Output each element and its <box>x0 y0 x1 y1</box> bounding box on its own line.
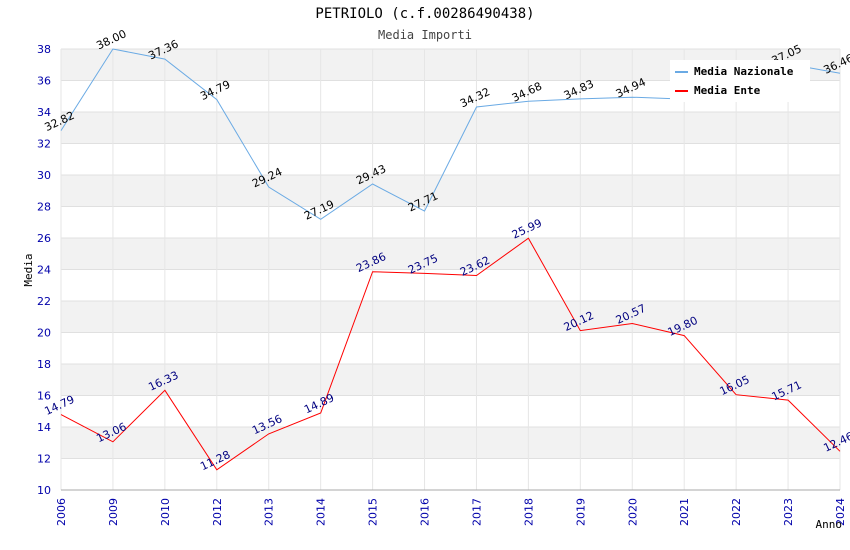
y-tick-label: 28 <box>37 201 51 214</box>
x-tick-label: 2020 <box>626 498 639 526</box>
grid-band <box>61 364 840 396</box>
series-line-media-ente <box>60 237 841 471</box>
chart-subtitle: Media Importi <box>378 28 472 42</box>
y-tick-label: 22 <box>37 295 51 308</box>
legend-label-media-nazionale: Media Nazionale <box>694 65 794 78</box>
y-tick-labels: 10 12 14 16 18 20 22 24 26 28 30 32 34 36 38 <box>37 43 51 497</box>
grid-band <box>61 395 840 427</box>
y-tick-label: 32 <box>37 138 51 151</box>
x-tick-label: 2010 <box>159 498 172 526</box>
x-tick-label: 2021 <box>678 498 691 526</box>
grid-band <box>61 427 840 459</box>
x-tick-label: 2019 <box>574 498 587 526</box>
x-axis-label: Anno <box>816 518 843 531</box>
grid-lines <box>60 48 841 491</box>
x-tick-label: 2024 <box>834 498 847 526</box>
grid-band <box>61 112 840 144</box>
y-tick-label: 24 <box>37 264 51 277</box>
legend-label-media-ente: Media Ente <box>694 84 761 97</box>
x-tick-label: 2012 <box>211 498 224 526</box>
x-tick-labels: 2006 2009 2010 2012 2013 2014 2015 2016 2017 2018… <box>55 498 847 526</box>
x-tick-label: 2017 <box>470 498 483 526</box>
y-tick-label: 16 <box>37 390 51 403</box>
grid-band <box>61 175 840 207</box>
y-tick-label: 30 <box>37 169 51 182</box>
x-tick-label: 2013 <box>263 498 276 526</box>
grid-band <box>61 332 840 364</box>
legend: Media Nazionale Media Ente <box>670 60 810 102</box>
y-tick-label: 10 <box>37 484 51 497</box>
y-tick-label: 12 <box>37 453 51 466</box>
x-tick-label: 2014 <box>315 498 328 526</box>
x-tick-label: 2009 <box>107 498 120 526</box>
x-tick-label: 2023 <box>782 498 795 526</box>
x-tick-label: 2006 <box>55 498 68 526</box>
x-tick-label: 2015 <box>367 498 380 526</box>
chart-title: PETRIOLO (c.f.00286490438) <box>315 6 534 22</box>
grid-band <box>61 206 840 238</box>
y-tick-label: 14 <box>37 421 51 434</box>
grid-bands <box>61 49 840 490</box>
y-tick-label: 18 <box>37 358 51 371</box>
grid-band <box>61 458 840 490</box>
legend-box <box>670 60 810 102</box>
y-axis-label: Media <box>22 253 35 286</box>
x-tick-label: 2022 <box>730 498 743 526</box>
grid-band <box>61 301 840 333</box>
y-tick-label: 34 <box>37 106 51 119</box>
grid-band <box>61 238 840 270</box>
x-tick-label: 2016 <box>419 498 432 526</box>
y-tick-label: 20 <box>37 327 51 340</box>
y-tick-label: 38 <box>37 43 51 56</box>
y-tick-label: 36 <box>37 75 51 88</box>
x-tick-label: 2018 <box>522 498 535 526</box>
y-tick-label: 26 <box>37 232 51 245</box>
